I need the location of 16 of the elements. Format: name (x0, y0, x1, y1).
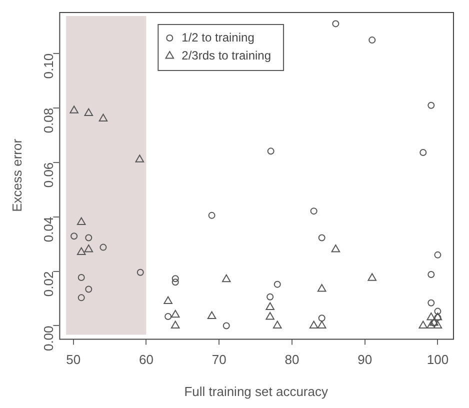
y-tick-label: 0.02 (40, 271, 56, 297)
y-tick-label: 0.08 (40, 108, 56, 134)
x-tick-label: 80 (284, 352, 300, 368)
y-tick-label: 0.00 (40, 326, 56, 352)
x-axis-title: Full training set accuracy (184, 384, 328, 399)
legend-label: 2/3rds to training (182, 48, 272, 62)
x-tick-label: 100 (426, 352, 449, 368)
y-tick-label: 0.06 (40, 162, 56, 188)
legend-label: 1/2 to training (182, 30, 254, 44)
y-axis-title: Excess error (9, 138, 24, 212)
y-tick-label: 0.04 (40, 216, 56, 242)
y-tick-label: 0.10 (40, 53, 56, 79)
x-tick-label: 90 (358, 352, 372, 368)
x-tick-label: 70 (212, 352, 226, 368)
x-tick-label: 50 (66, 352, 81, 368)
x-tick-label: 60 (138, 352, 154, 368)
